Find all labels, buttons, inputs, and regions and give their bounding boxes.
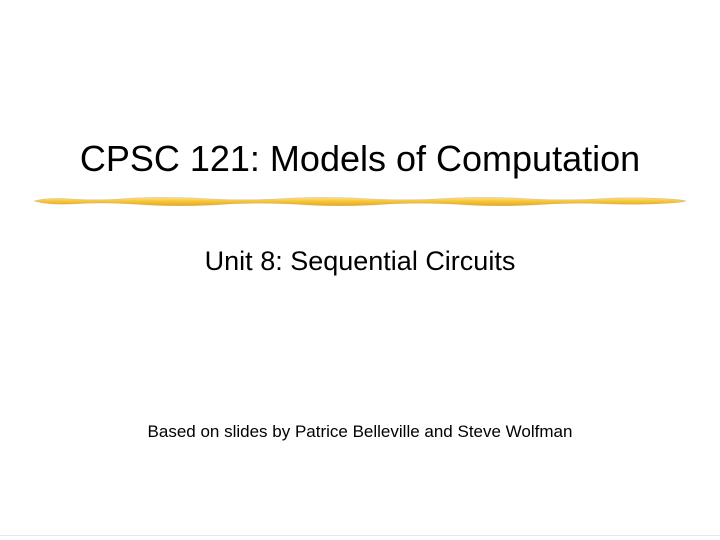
bottom-divider (0, 535, 720, 536)
slide-subtitle: Unit 8: Sequential Circuits (0, 246, 720, 277)
title-underline-decoration (32, 194, 688, 208)
slide-attribution: Based on slides by Patrice Belleville an… (0, 422, 720, 442)
slide-container: CPSC 121: Models of Computation Unit 8: … (0, 0, 720, 540)
slide-title: CPSC 121: Models of Computation (0, 138, 720, 180)
